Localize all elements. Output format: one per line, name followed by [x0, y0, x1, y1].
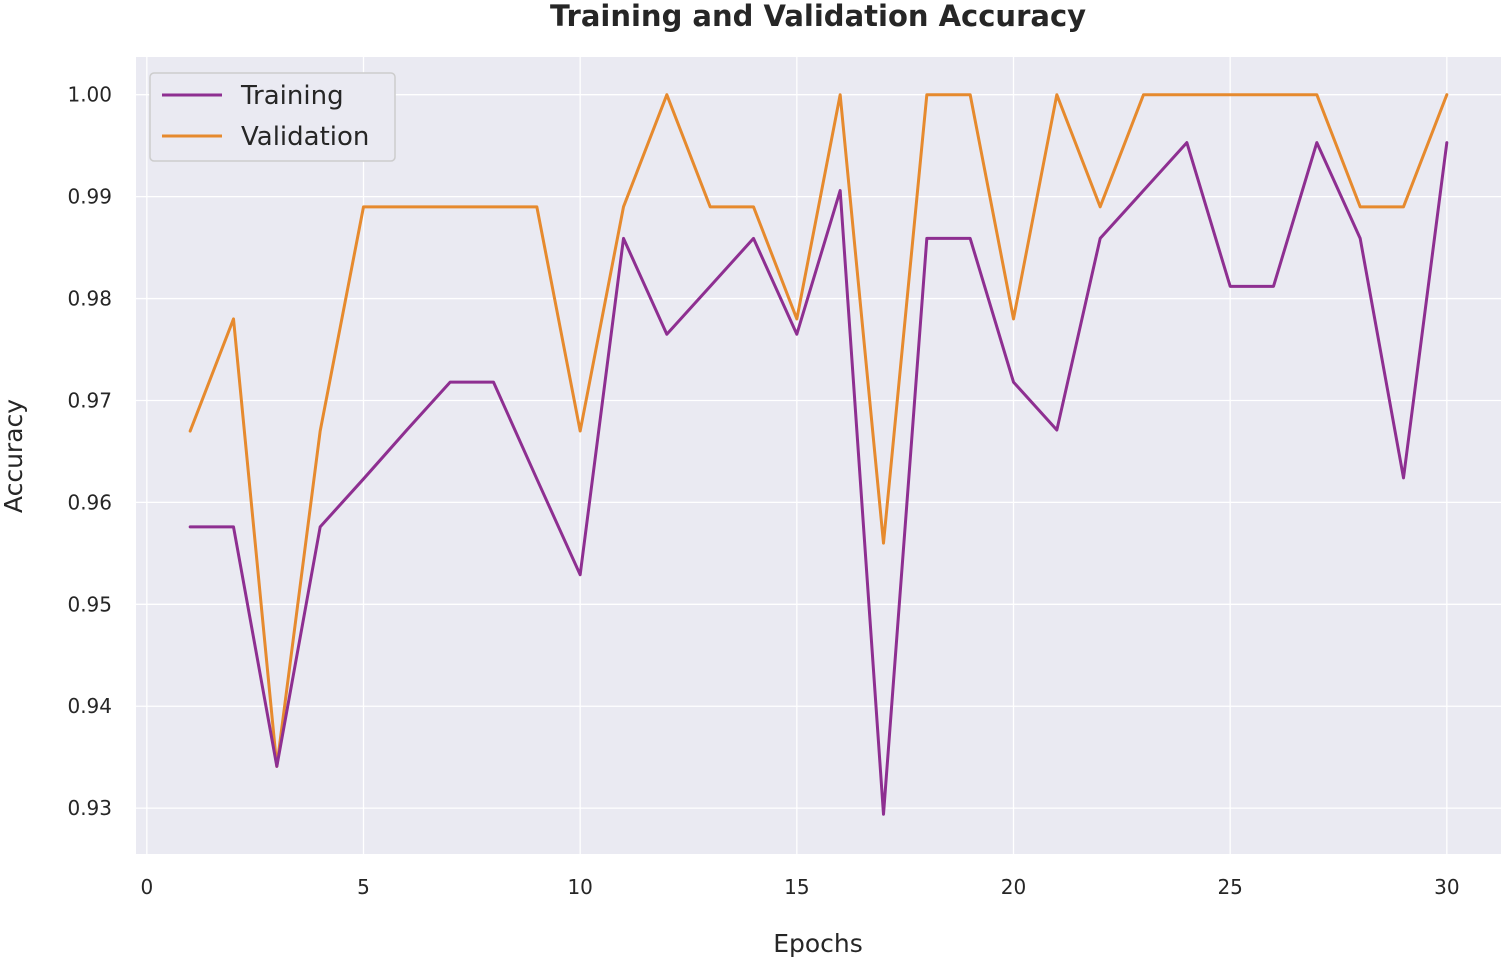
chart-title: Training and Validation Accuracy — [550, 0, 1086, 33]
x-tick-label: 5 — [357, 875, 370, 899]
legend-label-training: Training — [240, 81, 344, 111]
y-tick-label: 0.94 — [67, 694, 112, 718]
x-tick-label: 0 — [140, 875, 153, 899]
legend-label-validation: Validation — [241, 122, 369, 152]
x-tick-label: 20 — [1001, 875, 1026, 899]
y-tick-label: 0.97 — [67, 388, 112, 412]
x-tick-label: 30 — [1434, 875, 1459, 899]
y-tick-labels: 0.93 0.94 0.95 0.96 0.97 0.98 0.99 1.00 — [67, 83, 112, 820]
plot-area — [136, 57, 1501, 854]
y-tick-label: 0.95 — [67, 592, 112, 616]
y-tick-label: 1.00 — [67, 83, 112, 107]
x-axis-label: Epochs — [773, 929, 863, 958]
series-line-validation — [188, 93, 1449, 768]
x-tick-label: 25 — [1217, 875, 1242, 899]
y-axis-label: Accuracy — [0, 399, 28, 513]
x-tick-label: 10 — [567, 875, 592, 899]
x-tick-labels: 0 5 10 15 20 25 30 — [140, 875, 1459, 899]
series-lines — [188, 93, 1449, 816]
series-line-training — [188, 141, 1449, 816]
y-tick-label: 0.98 — [67, 287, 112, 311]
y-tick-label: 0.93 — [67, 796, 112, 820]
x-tick-label: 15 — [784, 875, 809, 899]
legend: Training Validation — [149, 72, 396, 162]
y-tick-label: 0.99 — [67, 185, 112, 209]
y-tick-label: 0.96 — [67, 490, 112, 514]
grid — [136, 57, 1501, 854]
